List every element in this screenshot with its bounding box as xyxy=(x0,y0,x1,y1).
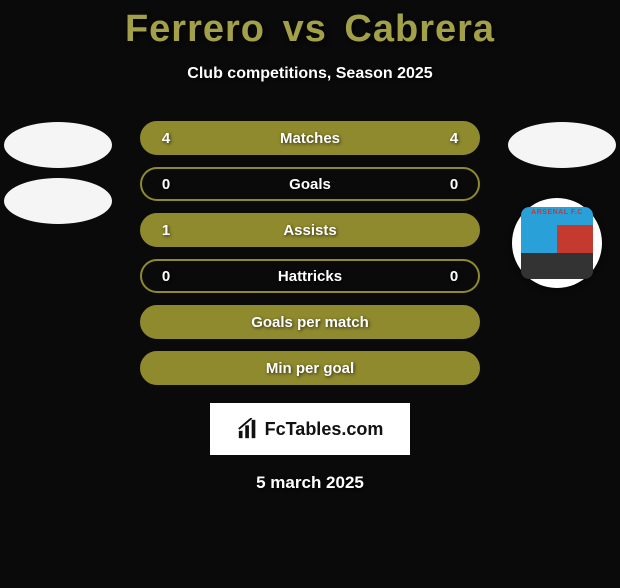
player1-club-avatar xyxy=(4,178,112,224)
stat-label: Hattricks xyxy=(142,268,478,285)
logo-text: FcTables.com xyxy=(265,419,384,440)
stats-list: 4 Matches 4 0 Goals 0 1 Assists 0 Hattri… xyxy=(140,121,480,385)
stat-row-matches: 4 Matches 4 xyxy=(140,121,480,155)
stat-label: Min per goal xyxy=(142,360,478,377)
subtitle: Club competitions, Season 2025 xyxy=(0,65,620,83)
stat-row-min-per-goal: Min per goal xyxy=(140,351,480,385)
fctables-logo[interactable]: FcTables.com xyxy=(210,403,410,455)
player1-avatar xyxy=(4,122,112,168)
comparison-title: Ferrero vs Cabrera xyxy=(0,8,620,51)
player2-name: Cabrera xyxy=(344,8,495,50)
footer-date: 5 march 2025 xyxy=(0,473,620,493)
stat-row-assists: 1 Assists xyxy=(140,213,480,247)
stat-label: Goals xyxy=(142,176,478,193)
player1-name: Ferrero xyxy=(125,8,265,50)
stat-label: Matches xyxy=(142,130,478,147)
stat-row-goals: 0 Goals 0 xyxy=(140,167,480,201)
stat-label: Goals per match xyxy=(142,314,478,331)
stat-label: Assists xyxy=(142,222,478,239)
stat-row-hattricks: 0 Hattricks 0 xyxy=(140,259,480,293)
badge-text: ARSENAL F.C xyxy=(521,209,593,216)
vs-label: vs xyxy=(283,8,327,50)
player2-club-badge: ARSENAL F.C xyxy=(512,198,602,288)
stat-row-goals-per-match: Goals per match xyxy=(140,305,480,339)
player2-avatar xyxy=(508,122,616,168)
chart-icon xyxy=(237,418,259,440)
